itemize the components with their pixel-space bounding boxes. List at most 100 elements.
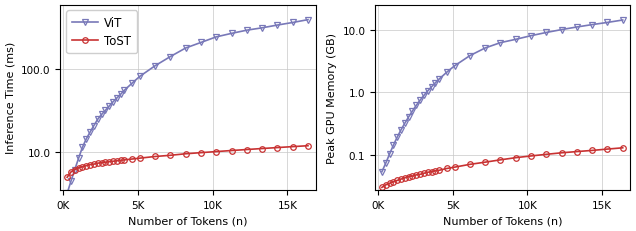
ToST — [67, 171, 75, 173]
ToST — [588, 149, 596, 152]
ToST — [543, 153, 550, 156]
ViT — [212, 36, 220, 39]
ToST — [481, 161, 489, 164]
ViT — [527, 35, 535, 38]
ToST — [527, 155, 535, 158]
ToST — [424, 171, 432, 174]
ViT — [128, 82, 136, 85]
ViT — [113, 97, 121, 100]
ToST — [121, 159, 128, 161]
ViT — [83, 138, 90, 141]
ToST — [420, 172, 428, 175]
ViT — [136, 76, 144, 78]
X-axis label: Number of Tokens (n): Number of Tokens (n) — [128, 216, 248, 225]
ViT — [401, 122, 409, 125]
ToST — [228, 149, 235, 152]
X-axis label: Number of Tokens (n): Number of Tokens (n) — [443, 216, 562, 225]
ViT — [90, 125, 98, 127]
ViT — [398, 129, 405, 132]
ViT — [424, 90, 432, 93]
ToST — [409, 175, 417, 178]
ToST — [304, 145, 312, 147]
ToST — [417, 173, 424, 176]
ToST — [86, 164, 94, 166]
ToST — [113, 160, 121, 162]
ToST — [94, 162, 102, 165]
ViT — [289, 22, 296, 25]
ToST — [428, 170, 436, 173]
ViT — [71, 168, 79, 171]
ToST — [604, 148, 611, 151]
ToST — [83, 164, 90, 167]
ViT — [182, 47, 190, 50]
ViT — [558, 29, 565, 32]
ToST — [102, 161, 109, 164]
ViT — [79, 146, 86, 149]
ViT — [512, 39, 520, 42]
ViT — [94, 118, 102, 121]
ToST — [405, 176, 413, 178]
Line: ToST: ToST — [379, 145, 626, 190]
ViT — [258, 27, 266, 30]
ViT — [389, 144, 397, 147]
ToST — [413, 174, 420, 176]
ViT — [420, 94, 428, 97]
ViT — [75, 157, 83, 160]
ViT — [413, 104, 420, 107]
ToST — [401, 177, 409, 179]
ToST — [182, 153, 190, 155]
ViT — [451, 65, 459, 68]
ToST — [385, 182, 393, 185]
ToST — [466, 163, 474, 166]
ToST — [512, 157, 520, 159]
ViT — [382, 162, 389, 165]
ToST — [64, 176, 71, 179]
ToST — [212, 151, 220, 153]
ViT — [543, 32, 550, 35]
ToST — [273, 146, 281, 149]
ViT — [417, 99, 424, 102]
ToST — [389, 181, 397, 183]
ToST — [79, 166, 86, 168]
ToST — [258, 147, 266, 150]
ViT — [604, 22, 611, 25]
ViT — [98, 114, 106, 116]
ToST — [619, 147, 626, 149]
ViT — [428, 86, 436, 89]
ViT — [228, 33, 235, 36]
ToST — [117, 159, 125, 162]
ToST — [197, 152, 205, 154]
ViT — [67, 180, 75, 183]
ViT — [466, 55, 474, 58]
ViT — [117, 93, 125, 96]
Line: ViT: ViT — [379, 18, 626, 175]
Y-axis label: Inference Time (ms): Inference Time (ms) — [6, 42, 15, 154]
ToST — [451, 166, 459, 169]
ViT — [106, 105, 113, 108]
ViT — [443, 71, 451, 74]
ViT — [273, 24, 281, 27]
ToST — [109, 160, 117, 163]
ViT — [409, 110, 417, 113]
ViT — [497, 42, 504, 45]
ToST — [71, 168, 79, 171]
ToST — [243, 149, 251, 151]
ToST — [378, 186, 385, 189]
ViT — [432, 82, 439, 85]
ToST — [398, 178, 405, 181]
ToST — [432, 170, 439, 172]
Line: ToST: ToST — [64, 143, 311, 180]
ViT — [619, 20, 626, 22]
ViT — [588, 24, 596, 27]
ToST — [151, 155, 159, 158]
ToST — [443, 167, 451, 170]
ViT — [304, 19, 312, 22]
ToST — [394, 179, 401, 182]
ToST — [75, 167, 83, 170]
ToST — [128, 158, 136, 161]
Line: ViT: ViT — [64, 17, 311, 197]
ToST — [98, 161, 106, 164]
ViT — [121, 89, 128, 92]
ViT — [405, 116, 413, 119]
ToST — [289, 146, 296, 148]
